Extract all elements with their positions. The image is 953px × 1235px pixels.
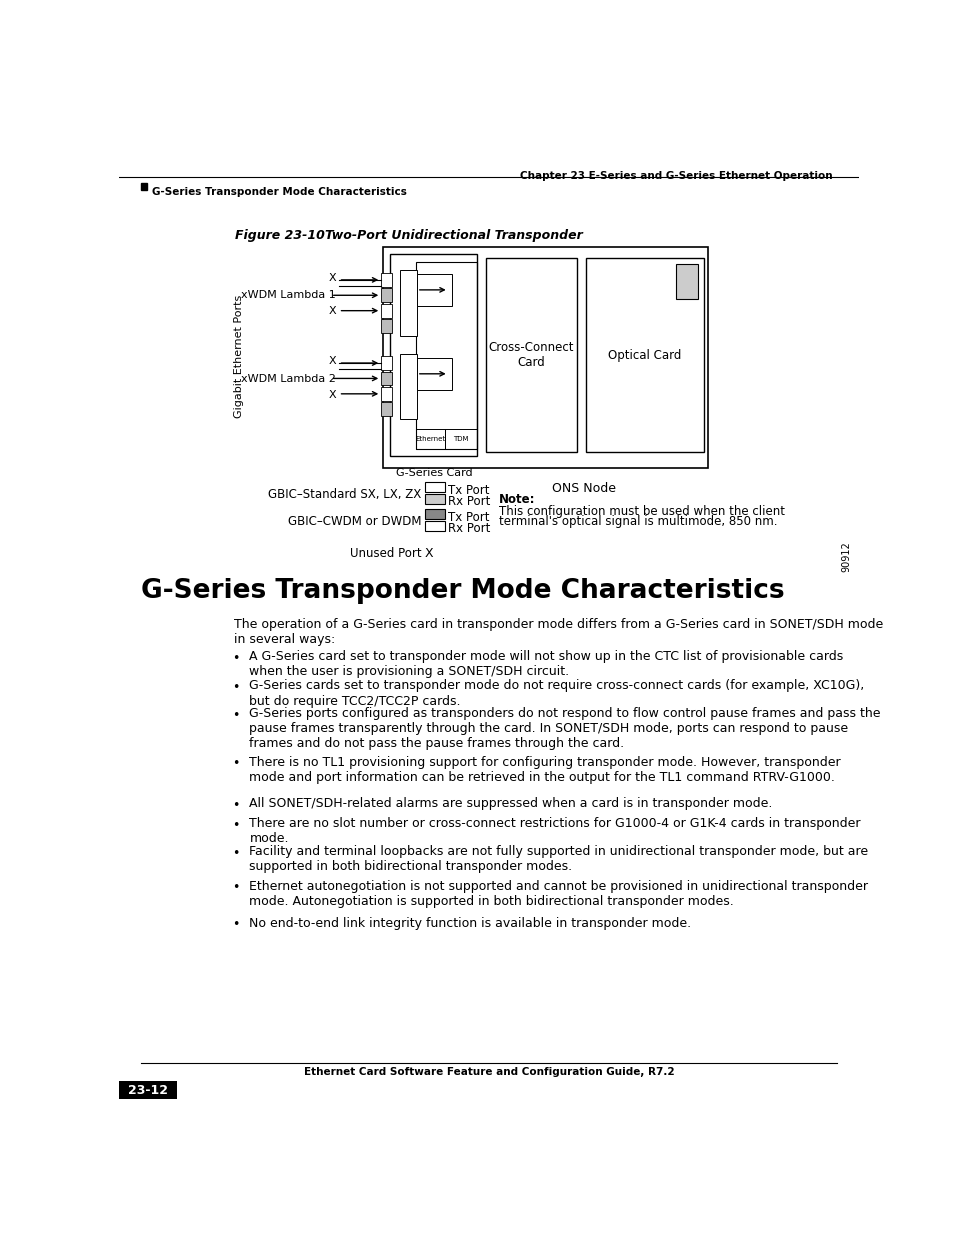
Bar	[390, 254, 476, 456]
Text: X: X	[328, 356, 335, 366]
Text: Tx Port: Tx Port	[447, 484, 489, 496]
Text: xWDM Lambda 2: xWDM Lambda 2	[241, 374, 335, 384]
Text: Unused Port: Unused Port	[350, 547, 421, 561]
Bar	[381, 403, 392, 416]
Bar	[381, 288, 392, 303]
Text: Rx Port: Rx Port	[447, 522, 490, 535]
Text: Ethernet: Ethernet	[415, 436, 445, 442]
Text: X: X	[424, 547, 433, 561]
Text: •: •	[232, 652, 239, 664]
Bar	[381, 356, 392, 370]
Bar	[585, 258, 703, 452]
Bar	[416, 274, 452, 306]
Text: •: •	[232, 918, 239, 931]
Bar	[424, 483, 444, 493]
Text: Figure 23-10: Figure 23-10	[235, 228, 325, 242]
Text: 23-12: 23-12	[128, 1084, 168, 1097]
Bar	[381, 319, 392, 333]
Text: G-Series Transponder Mode Characteristics: G-Series Transponder Mode Characteristic…	[152, 186, 406, 196]
Bar	[416, 262, 476, 448]
Text: The operation of a G-Series card in transponder mode differs from a G-Series car: The operation of a G-Series card in tran…	[233, 618, 882, 646]
Text: terminal's optical signal is multimode, 850 nm.: terminal's optical signal is multimode, …	[498, 515, 777, 529]
Bar	[444, 430, 476, 448]
Text: •: •	[232, 757, 239, 771]
Bar	[381, 387, 392, 401]
Text: This configuration must be used when the client: This configuration must be used when the…	[498, 505, 784, 517]
Text: 90912: 90912	[841, 541, 850, 572]
Text: Facility and terminal loopbacks are not fully supported in unidirectional transp: Facility and terminal loopbacks are not …	[249, 845, 867, 873]
Text: Gigabit Ethernet Ports: Gigabit Ethernet Ports	[234, 294, 244, 417]
Bar	[416, 430, 444, 448]
Text: ONS Node: ONS Node	[552, 482, 616, 494]
Text: xWDM Lambda 1: xWDM Lambda 1	[241, 290, 335, 300]
Bar	[424, 521, 444, 531]
Text: •: •	[232, 680, 239, 694]
Text: G-Series Transponder Mode Characteristics: G-Series Transponder Mode Characteristic…	[141, 578, 783, 604]
Text: No end-to-end link integrity function is available in transponder mode.: No end-to-end link integrity function is…	[249, 916, 691, 930]
Bar	[399, 270, 416, 336]
Bar	[399, 353, 416, 419]
Text: GBIC–CWDM or DWDM: GBIC–CWDM or DWDM	[288, 515, 421, 529]
Bar	[416, 358, 452, 390]
Text: Note:: Note:	[498, 493, 535, 506]
Bar	[424, 494, 444, 504]
Bar	[141, 183, 147, 190]
Text: Tx Port: Tx Port	[447, 510, 489, 524]
Text: All SONET/SDH-related alarms are suppressed when a card is in transponder mode.: All SONET/SDH-related alarms are suppres…	[249, 798, 772, 810]
Text: X: X	[328, 389, 335, 400]
Text: Chapter 23 E-Series and G-Series Ethernet Operation: Chapter 23 E-Series and G-Series Etherne…	[519, 172, 831, 182]
Bar	[381, 304, 392, 317]
Bar	[381, 372, 392, 385]
Text: A G-Series card set to transponder mode will not show up in the CTC list of prov: A G-Series card set to transponder mode …	[249, 651, 842, 678]
Text: Cross-Connect
Card: Cross-Connect Card	[488, 341, 574, 369]
Text: •: •	[232, 799, 239, 811]
Text: X: X	[328, 273, 335, 283]
Text: GBIC–Standard SX, LX, ZX: GBIC–Standard SX, LX, ZX	[268, 488, 421, 501]
Text: G-Series ports configured as transponders do not respond to flow control pause f: G-Series ports configured as transponder…	[249, 708, 880, 750]
Bar	[381, 273, 392, 287]
Text: X: X	[328, 306, 335, 316]
Text: There are no slot number or cross-connect restrictions for G1000-4 or G1K-4 card: There are no slot number or cross-connec…	[249, 818, 860, 845]
Bar	[382, 247, 707, 468]
Bar	[676, 264, 698, 299]
Text: Ethernet autonegotiation is not supported and cannot be provisioned in unidirect: Ethernet autonegotiation is not supporte…	[249, 879, 867, 908]
Text: Ethernet Card Software Feature and Configuration Guide, R7.2: Ethernet Card Software Feature and Confi…	[303, 1067, 674, 1077]
Text: •: •	[232, 709, 239, 721]
Text: G-Series Card: G-Series Card	[395, 468, 472, 478]
Text: •: •	[232, 882, 239, 894]
Text: G-Series cards set to transponder mode do not require cross-connect cards (for e: G-Series cards set to transponder mode d…	[249, 679, 863, 708]
Text: Optical Card: Optical Card	[608, 348, 681, 362]
Bar	[485, 258, 577, 452]
Text: TDM: TDM	[453, 436, 468, 442]
Bar	[424, 509, 444, 520]
Bar	[119, 1081, 177, 1099]
Text: •: •	[232, 846, 239, 860]
Text: •: •	[232, 819, 239, 832]
Text: There is no TL1 provisioning support for configuring transponder mode. However, : There is no TL1 provisioning support for…	[249, 756, 841, 784]
Text: Rx Port: Rx Port	[447, 495, 490, 508]
Text: Two-Port Unidirectional Transponder: Two-Port Unidirectional Transponder	[324, 228, 581, 242]
